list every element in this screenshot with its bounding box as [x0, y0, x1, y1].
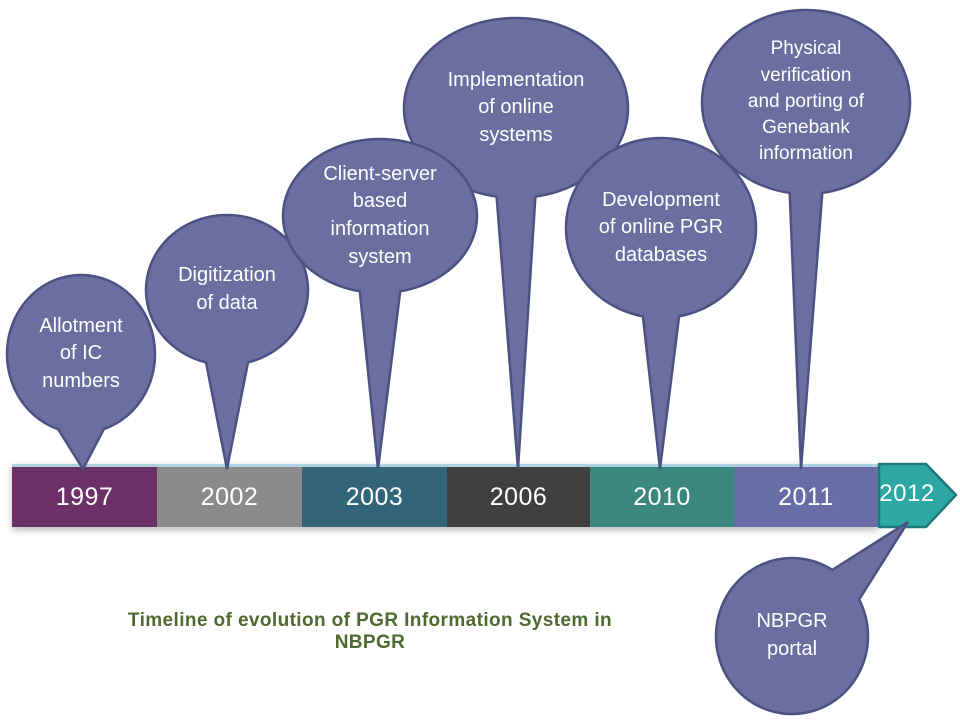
figure-caption: Timeline of evolution of PGR Information…: [127, 610, 613, 653]
timeline-segment-2003: 2003: [302, 467, 447, 527]
bubble-label-nbpgr-portal: NBPGR portal: [756, 610, 828, 660]
year-label-2011: 2011: [778, 482, 834, 511]
year-label-1997: 1997: [55, 482, 114, 511]
timeline-segment-2002: 2002: [157, 467, 302, 527]
bubble-label-genebank-verification: Physical verification and porting of Gen…: [747, 38, 865, 165]
year-label-2012: 2012: [879, 480, 935, 507]
timeline-segment-1997: 1997: [12, 467, 157, 527]
bubble-label-online-systems: Implementation of online systems: [447, 68, 585, 146]
year-label-2003: 2003: [345, 482, 404, 511]
timeline-bar: 1997 2002 2003 2006 2010 2011: [12, 464, 878, 527]
year-label-2006: 2006: [489, 482, 548, 511]
year-label-2010: 2010: [633, 482, 691, 511]
year-label-2002: 2002: [200, 482, 259, 511]
timeline-segment-2006: 2006: [447, 467, 590, 527]
timeline-segment-2010: 2010: [590, 467, 734, 527]
bubble-label-allotment-ic-numbers: Allotment of IC numbers: [39, 314, 123, 392]
timeline-segment-2011: 2011: [734, 467, 878, 527]
